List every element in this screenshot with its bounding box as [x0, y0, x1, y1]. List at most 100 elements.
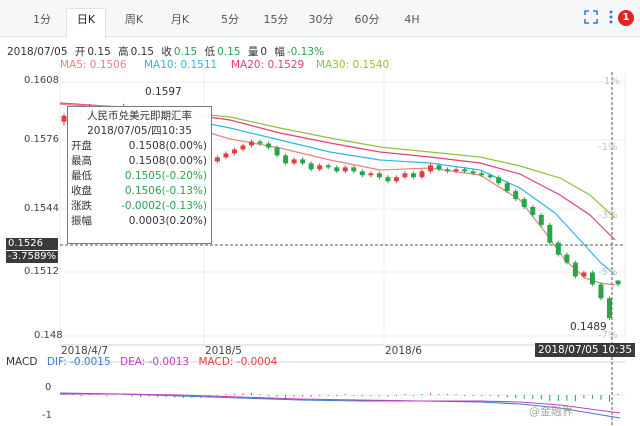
candle-body: [538, 214, 544, 225]
macd-bar: [574, 395, 576, 402]
tooltip-key: 振幅: [71, 215, 92, 227]
macd-bar: [310, 395, 312, 397]
candle-body: [231, 149, 237, 154]
macd-bar: [506, 395, 508, 398]
candle-body: [521, 199, 527, 208]
period-tab-bar: 1分 日K 周K 月K 5分 15分 30分 60分 4H 1: [0, 0, 640, 38]
macd-bar: [591, 395, 593, 399]
close-value: 0.15: [173, 46, 198, 58]
macd-bar: [395, 395, 397, 396]
candle-body: [555, 242, 561, 255]
low-value: 0.15: [217, 46, 241, 58]
min-price-annotation: 0.1489: [570, 321, 607, 333]
candle-body: [393, 177, 399, 182]
macd-bar: [523, 395, 525, 399]
macd-bar: [515, 395, 517, 399]
candle-body: [419, 171, 425, 178]
candle-body: [291, 159, 297, 164]
pct-axis-label: -1%: [598, 142, 618, 153]
toolbar-icons: 1: [582, 10, 634, 30]
macd-title: MACD: [6, 356, 38, 368]
macd-bar: [276, 395, 278, 397]
open-value: 0.15: [87, 46, 111, 58]
macd-bar: [549, 395, 551, 401]
candle-body: [589, 272, 595, 285]
macd-bar: [157, 395, 159, 398]
tooltip-value: 0.1506(-0.13%): [124, 185, 207, 197]
notification-badge[interactable]: 1: [618, 10, 634, 26]
candle-body: [61, 115, 67, 122]
candle-body: [223, 153, 229, 158]
macd-bar: [370, 395, 372, 396]
candle-body: [496, 177, 502, 184]
candle-body: [615, 280, 621, 285]
candle-body: [214, 157, 220, 162]
macd-bar: [242, 393, 244, 395]
tab-monthly-k[interactable]: 月K: [170, 13, 190, 26]
tab-weekly-k[interactable]: 周K: [124, 13, 144, 26]
volume-value: 0: [260, 46, 267, 58]
candle-body: [470, 171, 476, 174]
macd-bar: [268, 395, 270, 396]
tab-1min[interactable]: 1分: [33, 13, 51, 26]
tooltip-value: 0.1505(-0.20%): [124, 170, 207, 182]
macd-value: MACD: -0.0004: [198, 356, 278, 368]
candle-body: [300, 159, 306, 164]
max-price-annotation: 0.1597: [145, 86, 182, 98]
low-label: 低: [204, 46, 216, 58]
tooltip-row-open: 开盘 0.1508(0.00%): [71, 139, 208, 154]
macd-bar: [412, 395, 414, 396]
tab-15min[interactable]: 15分: [263, 13, 289, 26]
tooltip-key: 涨跌: [71, 200, 92, 212]
candle-body: [240, 145, 246, 150]
fullscreen-icon[interactable]: [582, 10, 600, 30]
candle-body: [445, 169, 451, 172]
y-axis-label: 0.1576: [24, 134, 59, 145]
macd-axis-label: 0: [45, 382, 52, 393]
y-axis-label: 0.148: [34, 330, 63, 341]
candle-body: [385, 177, 391, 182]
candle-body: [376, 173, 382, 178]
macd-bar: [225, 394, 227, 395]
candle-body: [257, 141, 263, 144]
high-label: 高: [118, 46, 129, 58]
tab-daily-k[interactable]: 日K: [66, 8, 106, 38]
more-icon[interactable]: [602, 10, 620, 30]
tooltip-value: 0.1508(0.00%): [128, 155, 207, 167]
tooltip-row-high: 最高 0.1508(0.00%): [71, 154, 208, 169]
ma5-label: MA5: 0.1506: [60, 59, 127, 71]
candle-body: [427, 165, 433, 172]
macd-bar: [216, 395, 218, 396]
macd-bar: [481, 395, 483, 396]
tab-60min[interactable]: 60分: [354, 13, 380, 26]
macd-bar: [447, 394, 449, 395]
crosshair-date-label: 2018/07/05 10:35: [535, 343, 636, 357]
high-value: 0.15: [130, 46, 154, 58]
candle-body: [325, 165, 331, 168]
macd-bar: [498, 395, 500, 397]
macd-bar: [583, 395, 585, 399]
macd-bar: [617, 394, 619, 395]
pct-axis-label: 1%: [604, 76, 620, 87]
tab-5min[interactable]: 5分: [221, 13, 239, 26]
macd-bar: [285, 395, 287, 398]
ohlc-tooltip: 人民币兑美元即期汇率 2018/07/05/四10:35 开盘 0.1508(0.…: [67, 106, 212, 244]
macd-bar: [429, 393, 431, 395]
candle-body: [504, 183, 510, 192]
macd-dea-value: DEA: -0.0013: [119, 356, 190, 368]
tab-4h[interactable]: 4H: [404, 13, 420, 26]
macd-bar: [404, 394, 406, 395]
candle-body: [572, 262, 578, 277]
macd-bar: [259, 394, 261, 395]
candle-body: [581, 272, 587, 277]
candle-body: [274, 147, 280, 156]
macd-bar: [464, 395, 466, 396]
crosshair-price-label: 0.1526: [6, 238, 58, 250]
tab-30min[interactable]: 30分: [308, 13, 334, 26]
macd-bar: [361, 395, 363, 397]
candle-body: [317, 165, 323, 170]
macd-bar: [608, 395, 610, 402]
macd-bar: [140, 395, 142, 398]
tooltip-key: 最高: [71, 155, 92, 167]
macd-bar: [438, 394, 440, 395]
